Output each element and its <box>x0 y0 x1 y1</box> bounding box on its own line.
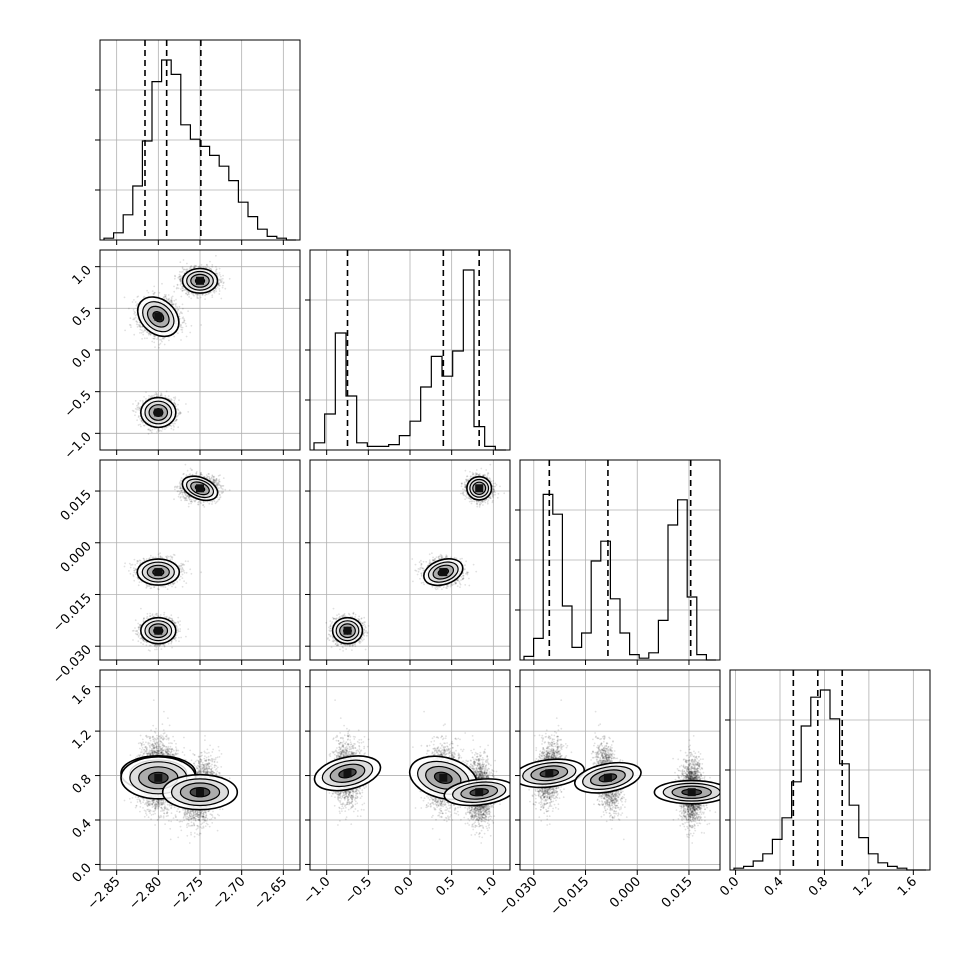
x-tick-label: −2.85 <box>85 874 124 913</box>
x-tick-label: −0.030 <box>496 874 541 919</box>
histogram-step <box>733 689 926 871</box>
panel-0-0 <box>99 39 301 241</box>
x-tick-label: 1.0 <box>475 874 500 899</box>
y-tick-label: 0.0 <box>70 861 95 886</box>
y-tick-label: 0.5 <box>70 305 95 330</box>
panel-3-0 <box>99 669 301 871</box>
density-peak <box>343 769 352 778</box>
x-tick-label: 0.015 <box>659 874 696 911</box>
density-peak <box>475 484 484 493</box>
panel-1-0 <box>99 249 301 451</box>
y-tick-label: 0.000 <box>58 539 95 576</box>
x-tick-label: 0.4 <box>762 874 787 899</box>
density-peak <box>154 626 163 635</box>
panel-3-2 <box>519 669 721 871</box>
density-peak <box>687 788 696 797</box>
x-tick-label: −2.80 <box>126 874 165 913</box>
panel-2-1 <box>309 459 511 661</box>
density-peak <box>545 769 554 778</box>
x-tick-label: 0.5 <box>433 874 458 899</box>
x-tick-label: −2.65 <box>251 874 290 913</box>
histogram-step <box>313 269 506 451</box>
y-tick-label: −0.5 <box>62 388 95 421</box>
panel-2-0 <box>99 459 301 661</box>
y-tick-label: −1.0 <box>62 430 95 463</box>
y-tick-label: −0.030 <box>50 642 95 687</box>
histogram-step <box>523 493 716 661</box>
x-tick-label: 0.0 <box>717 874 742 899</box>
density-peak <box>154 408 163 417</box>
density-peak <box>439 568 448 577</box>
density-peak <box>154 568 163 577</box>
y-tick-label: 1.2 <box>70 727 95 752</box>
panel-3-1 <box>309 669 511 871</box>
x-tick-label: 1.2 <box>850 874 875 899</box>
panel-1-1 <box>309 249 511 451</box>
x-tick-label: 0.000 <box>607 874 644 911</box>
x-tick-label: 1.6 <box>895 874 920 899</box>
x-tick-label: −0.5 <box>342 874 375 907</box>
panel-3-3 <box>729 669 931 871</box>
density-peak <box>603 773 612 782</box>
x-tick-label: 0.8 <box>806 874 831 899</box>
density-peak <box>154 312 163 321</box>
density-peak <box>196 788 204 797</box>
panel-frame <box>519 669 721 871</box>
panel-2-2 <box>519 459 721 661</box>
x-tick-label: 0.0 <box>392 874 417 899</box>
y-tick-label: 0.015 <box>58 487 95 524</box>
x-tick-label: −2.70 <box>210 874 249 913</box>
density-peak <box>196 484 204 493</box>
density-peak <box>439 773 448 782</box>
y-tick-label: −0.015 <box>50 591 95 636</box>
x-tick-label: −1.0 <box>301 874 334 907</box>
x-tick-label: −0.015 <box>548 874 593 919</box>
density-peak <box>154 773 163 782</box>
y-tick-label: 0.0 <box>70 346 95 371</box>
density-peak <box>475 788 484 797</box>
y-tick-label: 1.0 <box>70 263 95 288</box>
x-tick-label: −2.75 <box>168 874 207 913</box>
density-peak <box>343 626 352 635</box>
density-peak <box>196 276 204 285</box>
y-tick-label: 1.6 <box>70 683 95 708</box>
y-tick-label: 0.8 <box>70 772 95 797</box>
y-tick-label: 0.4 <box>70 816 95 841</box>
histogram-step <box>103 59 296 241</box>
